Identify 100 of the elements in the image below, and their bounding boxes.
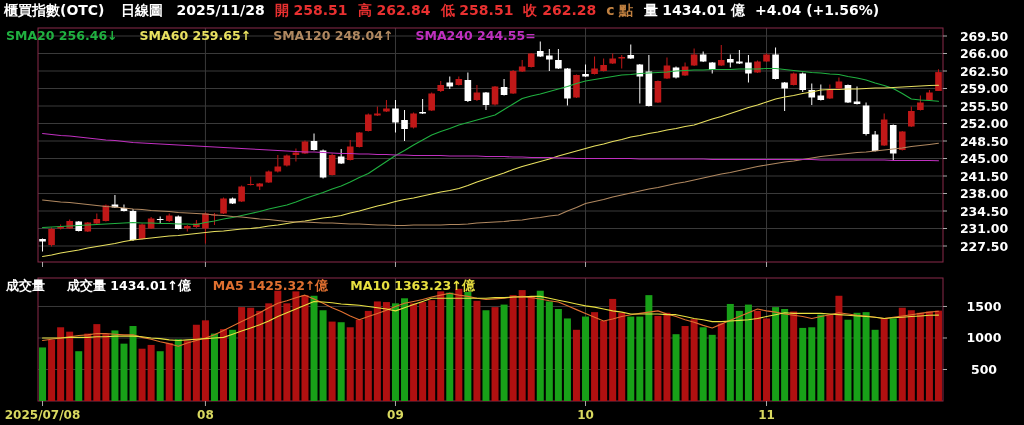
y-tick-label: 262.50 xyxy=(959,63,1009,79)
chart-title: 櫃買指數(OTC) xyxy=(3,2,105,18)
y-tick-label: 234.50 xyxy=(959,203,1009,219)
bar xyxy=(690,319,698,401)
bar xyxy=(835,295,843,401)
bar xyxy=(111,330,119,401)
bar xyxy=(934,310,942,401)
y-tick-label: 1500 xyxy=(966,298,1002,314)
bar xyxy=(419,302,427,401)
text: SMA60 259.65↑ xyxy=(139,28,252,43)
y-tick-label: 269.50 xyxy=(959,28,1009,44)
bar xyxy=(663,312,671,401)
bar xyxy=(898,307,906,401)
bar xyxy=(310,295,318,401)
bar xyxy=(283,303,291,401)
bar xyxy=(355,319,363,401)
bar xyxy=(763,318,771,401)
bar xyxy=(292,291,300,401)
bar xyxy=(844,319,852,401)
y-tick-label: 245.00 xyxy=(959,151,1009,166)
bar xyxy=(265,303,273,401)
bar xyxy=(373,301,381,401)
bar xyxy=(627,316,635,401)
bar xyxy=(545,301,553,401)
bar xyxy=(600,320,608,401)
bar xyxy=(527,297,535,401)
bar xyxy=(907,310,915,401)
bar xyxy=(201,320,209,401)
bar xyxy=(210,333,218,401)
bar xyxy=(229,329,237,401)
bar xyxy=(826,314,834,401)
bar xyxy=(256,310,264,401)
bar xyxy=(364,310,372,401)
bar xyxy=(382,302,390,401)
bar xyxy=(591,312,599,401)
text: 開 258.51 xyxy=(274,2,348,18)
bar xyxy=(337,322,345,401)
bar xyxy=(102,334,110,401)
bar xyxy=(790,311,798,401)
bar xyxy=(681,326,689,401)
bar xyxy=(726,303,734,401)
text: c 點 xyxy=(606,2,634,18)
x-tick-label: 08 xyxy=(197,408,214,422)
bar xyxy=(220,329,228,401)
bar xyxy=(346,327,354,401)
series-label: MA10 1363.23↑億 xyxy=(350,278,476,293)
bar xyxy=(129,326,137,401)
y-tick-label: 255.50 xyxy=(959,98,1009,114)
bar xyxy=(455,288,463,401)
chart-title: 成交量 xyxy=(5,278,45,293)
bar xyxy=(138,348,146,401)
x-tick-label: 09 xyxy=(387,408,404,422)
bar xyxy=(618,312,626,401)
chart-subtitle: 日線圖 xyxy=(120,2,163,18)
bar xyxy=(174,339,182,401)
x-tick-label: 10 xyxy=(577,408,594,422)
bar xyxy=(301,295,309,401)
bar xyxy=(192,324,200,401)
y-tick-label: 252.00 xyxy=(959,116,1009,131)
bar xyxy=(772,307,780,401)
bar xyxy=(274,290,282,401)
bar xyxy=(645,295,653,401)
text: 收 262.28 xyxy=(523,2,597,18)
bar xyxy=(120,343,128,401)
y-tick-label: 227.50 xyxy=(959,238,1009,254)
bar xyxy=(799,327,807,401)
bar xyxy=(880,318,888,401)
bar xyxy=(500,304,508,401)
bar xyxy=(464,291,472,401)
bar xyxy=(862,312,870,401)
y-tick-label: 1000 xyxy=(966,330,1002,346)
bar xyxy=(391,303,399,401)
bar xyxy=(518,290,526,401)
bar xyxy=(482,310,490,401)
text: SMA240 244.55= xyxy=(415,28,536,43)
y-tick-label: 500 xyxy=(970,361,998,377)
bar xyxy=(57,327,65,401)
bar xyxy=(491,307,499,401)
bar xyxy=(871,329,879,401)
bar xyxy=(247,307,255,401)
bar xyxy=(916,312,924,401)
bar xyxy=(84,333,92,401)
bar xyxy=(781,309,789,401)
series-label: MA5 1425.32↑億 xyxy=(212,278,330,293)
bar xyxy=(744,304,752,401)
bar xyxy=(93,324,101,401)
bar xyxy=(437,291,445,401)
text: +4.04 (+1.56%) xyxy=(755,2,880,18)
bar xyxy=(428,300,436,401)
bar xyxy=(925,311,933,401)
bar xyxy=(699,327,707,401)
text: 2025/11/28 xyxy=(176,2,265,18)
bar xyxy=(48,339,56,401)
bar xyxy=(183,340,191,401)
text: 高 262.84 xyxy=(357,2,431,18)
bar xyxy=(808,327,816,401)
bar xyxy=(572,329,580,401)
text: SMA20 256.46↓ xyxy=(6,28,118,43)
x-tick-label: 2025/07/08 xyxy=(4,408,81,422)
bar xyxy=(509,295,517,401)
